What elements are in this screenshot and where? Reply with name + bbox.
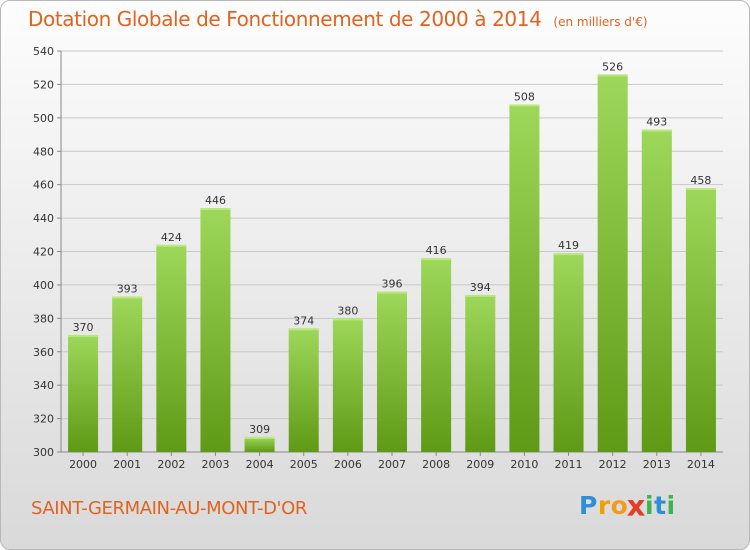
bar-value-label: 309 xyxy=(249,423,270,436)
x-tick-label: 2007 xyxy=(378,458,406,471)
x-tick-label: 2011 xyxy=(555,458,583,471)
bar-value-label: 394 xyxy=(470,281,491,294)
x-tick-label: 2000 xyxy=(69,458,97,471)
logo-letter: r xyxy=(597,491,611,520)
bar-value-label: 416 xyxy=(426,244,447,257)
bar-highlight xyxy=(244,436,275,439)
y-tick-label: 340 xyxy=(33,379,54,392)
bar-value-label: 419 xyxy=(558,239,579,252)
bar-highlight xyxy=(288,328,319,331)
bar xyxy=(641,129,672,452)
bar-value-label: 380 xyxy=(337,304,358,317)
bar xyxy=(200,208,231,452)
y-tick-label: 500 xyxy=(33,112,54,125)
x-tick-label: 2006 xyxy=(334,458,362,471)
x-tick-label: 2013 xyxy=(643,458,671,471)
bar-value-label: 526 xyxy=(602,60,623,73)
logo-letter: i xyxy=(645,491,655,520)
bar-highlight xyxy=(200,208,231,211)
x-tick-label: 2012 xyxy=(599,458,627,471)
unit-note: (en milliers d'€) xyxy=(553,15,648,29)
logo-letter: P xyxy=(579,491,598,520)
y-tick-label: 420 xyxy=(33,246,54,259)
bar xyxy=(421,258,452,452)
proxiti-logo: Proxiti xyxy=(579,488,676,523)
bar-highlight xyxy=(156,244,187,247)
bar xyxy=(376,291,408,452)
logo-letter: i xyxy=(666,491,676,520)
y-tick-label: 320 xyxy=(33,413,54,426)
chart-title-text: Dotation Globale de Fonctionnement de 20… xyxy=(28,7,542,31)
bar-value-label: 458 xyxy=(690,174,711,187)
bar xyxy=(332,318,363,452)
x-tick-label: 2003 xyxy=(201,458,229,471)
bar-highlight xyxy=(509,104,540,107)
x-tick-label: 2001 xyxy=(113,458,141,471)
bar xyxy=(244,436,275,452)
x-tick-label: 2002 xyxy=(157,458,185,471)
bar xyxy=(597,74,628,453)
bar-value-label: 374 xyxy=(293,314,314,327)
y-tick-label: 300 xyxy=(33,446,54,459)
bar xyxy=(509,104,540,452)
y-tick-label: 460 xyxy=(33,179,54,192)
bar-highlight xyxy=(112,296,143,299)
y-tick-label: 540 xyxy=(33,45,54,58)
logo-letter: o xyxy=(610,491,629,520)
bar-highlight xyxy=(68,335,99,338)
x-tick-label: 2004 xyxy=(246,458,274,471)
y-tick-label: 400 xyxy=(33,279,54,292)
y-tick-label: 440 xyxy=(33,212,54,225)
bar xyxy=(68,335,99,452)
x-tick-label: 2009 xyxy=(466,458,494,471)
commune-name: SAINT-GERMAIN-AU-MONT-D'OR xyxy=(31,498,307,519)
logo-letter: t xyxy=(654,491,667,520)
y-tick-label: 480 xyxy=(33,145,54,158)
bar-highlight xyxy=(332,318,363,321)
bar-value-label: 424 xyxy=(161,231,182,244)
bar xyxy=(553,253,584,452)
x-tick-label: 2010 xyxy=(510,458,538,471)
bar xyxy=(685,188,716,452)
bar-value-label: 508 xyxy=(514,90,535,103)
bar xyxy=(465,294,496,452)
bar-highlight xyxy=(465,294,496,297)
bar-value-label: 370 xyxy=(73,321,94,334)
y-tick-label: 520 xyxy=(33,78,54,91)
bar xyxy=(156,244,187,452)
bar-value-label: 393 xyxy=(117,283,138,296)
x-tick-label: 2008 xyxy=(422,458,450,471)
x-tick-label: 2005 xyxy=(290,458,318,471)
bar-highlight xyxy=(641,129,672,132)
bar-value-label: 493 xyxy=(646,116,667,129)
bar xyxy=(112,296,143,452)
bar-highlight xyxy=(376,291,408,294)
logo-letter: x xyxy=(627,488,647,523)
bar-value-label: 446 xyxy=(205,194,226,207)
bar-highlight xyxy=(421,258,452,261)
bar-highlight xyxy=(685,188,716,191)
bar xyxy=(288,328,319,452)
bar-highlight xyxy=(553,253,584,256)
y-tick-label: 380 xyxy=(33,312,54,325)
bar-highlight xyxy=(597,74,628,77)
y-tick-label: 360 xyxy=(33,346,54,359)
chart-title: Dotation Globale de Fonctionnement de 20… xyxy=(28,7,648,31)
bar-value-label: 396 xyxy=(382,278,403,291)
x-tick-label: 2014 xyxy=(687,458,715,471)
